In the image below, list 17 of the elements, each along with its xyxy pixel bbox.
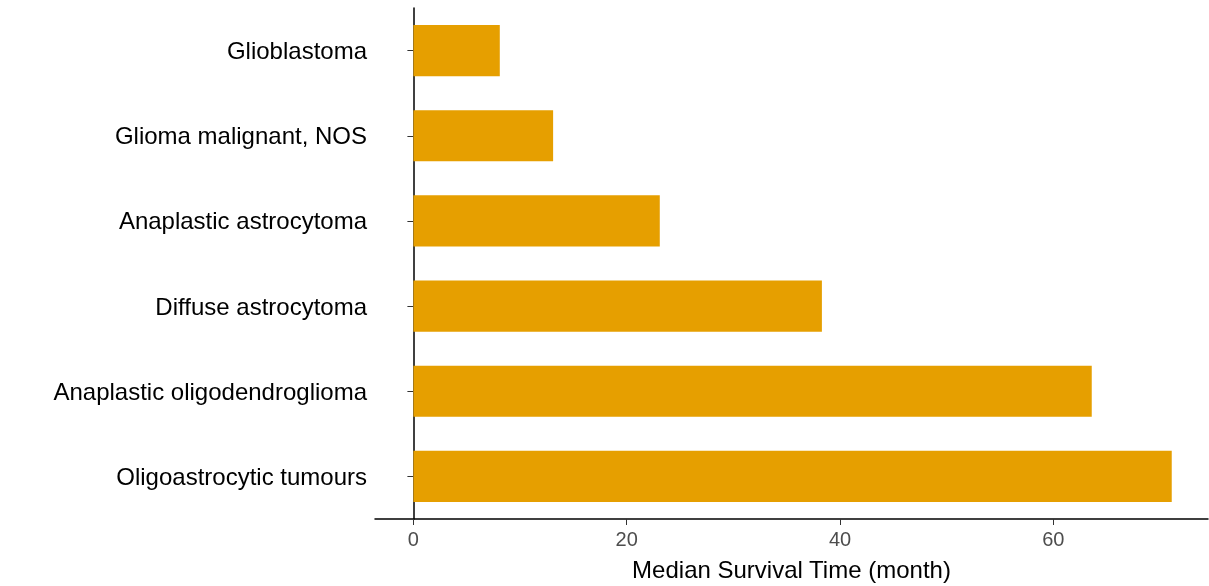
y-tick-label: Oligoastrocytic tumours xyxy=(116,462,367,490)
x-tick-label: 40 xyxy=(828,528,852,550)
x-tick-label: 60 xyxy=(1042,528,1065,550)
y-tick-label: Anaplastic oligodendroglioma xyxy=(53,377,368,405)
bar xyxy=(413,110,554,162)
x-tick-label: 20 xyxy=(615,528,638,550)
bar xyxy=(413,280,822,332)
x-axis-title: Median Survival Time (month) xyxy=(632,555,951,583)
bar xyxy=(413,450,1172,502)
y-tick-label: Diffuse astrocytoma xyxy=(155,292,368,320)
y-tick-label: Glioma malignant, NOS xyxy=(114,122,367,150)
bar xyxy=(413,25,500,77)
x-tick-label: 0 xyxy=(407,528,419,550)
bar xyxy=(413,195,660,247)
bar xyxy=(413,365,1092,417)
y-tick-label: Anaplastic astrocytoma xyxy=(118,207,368,235)
y-tick-label: Glioblastoma xyxy=(226,37,368,65)
